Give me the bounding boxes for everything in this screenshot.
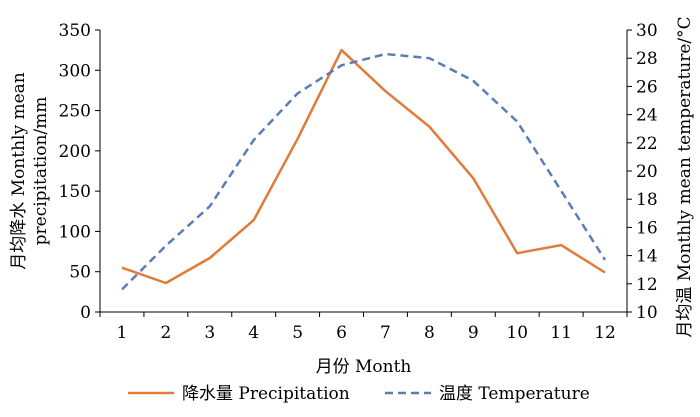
x-tick-label: 4 bbox=[248, 323, 259, 343]
y-right-tick-label: 26 bbox=[636, 77, 658, 97]
y-right-tick-label: 14 bbox=[636, 247, 658, 267]
y-left-tick-label: 100 bbox=[59, 222, 91, 242]
y-left-tick-label: 0 bbox=[80, 303, 91, 323]
y-right-tick-label: 30 bbox=[636, 21, 658, 41]
y-right-tick-label: 20 bbox=[636, 162, 658, 182]
y-axis-left-title: 月均降水 Monthly mean precipitation/mm bbox=[9, 72, 51, 270]
y-left-tick-label: 200 bbox=[59, 142, 91, 162]
y-right-tick-label: 16 bbox=[636, 218, 658, 238]
axes: 0501001502002503003501012141618202224262… bbox=[59, 21, 658, 343]
x-tick-label: 1 bbox=[117, 323, 128, 343]
y-left-tick-label: 350 bbox=[59, 21, 91, 41]
data-series bbox=[121, 48, 607, 291]
x-tick-label: 10 bbox=[506, 323, 528, 343]
legend-label-temperature: 温度 Temperature bbox=[439, 384, 590, 404]
x-tick-label: 2 bbox=[160, 323, 171, 343]
y-left-tick-label: 150 bbox=[59, 182, 91, 202]
y-axis-left-title-line-2: precipitation/mm bbox=[31, 97, 51, 246]
y-right-tick-label: 22 bbox=[636, 134, 658, 154]
y-axis-left-title-line-1: 月均降水 Monthly mean bbox=[9, 72, 29, 270]
x-tick-label: 9 bbox=[468, 323, 479, 343]
x-tick-label: 5 bbox=[292, 323, 303, 343]
x-tick-label: 12 bbox=[594, 323, 616, 343]
x-tick-label: 6 bbox=[336, 323, 347, 343]
y-left-tick-label: 300 bbox=[59, 61, 91, 81]
x-axis-title: 月份 Month bbox=[316, 357, 412, 377]
x-tick-label: 3 bbox=[204, 323, 215, 343]
y-right-tick-label: 28 bbox=[636, 49, 658, 69]
y-right-tick-label: 10 bbox=[636, 303, 658, 323]
y-axis-right-title: 月均温 Monthly mean temperature/°C bbox=[675, 16, 695, 337]
x-tick-label: 11 bbox=[550, 323, 572, 343]
y-left-tick-label: 250 bbox=[59, 102, 91, 122]
y-left-tick-label: 50 bbox=[69, 263, 91, 283]
y-right-tick-label: 12 bbox=[636, 275, 658, 295]
y-right-tick-label: 18 bbox=[636, 190, 658, 210]
x-tick-label: 8 bbox=[424, 323, 435, 343]
legend-label-precipitation: 降水量 Precipitation bbox=[182, 384, 350, 404]
y-right-tick-label: 24 bbox=[636, 106, 658, 126]
legend: 降水量 Precipitation 温度 Temperature bbox=[128, 384, 590, 404]
x-tick-label: 7 bbox=[380, 323, 391, 343]
series-line-precipitation bbox=[121, 48, 606, 285]
series-line-temperature bbox=[121, 52, 607, 291]
